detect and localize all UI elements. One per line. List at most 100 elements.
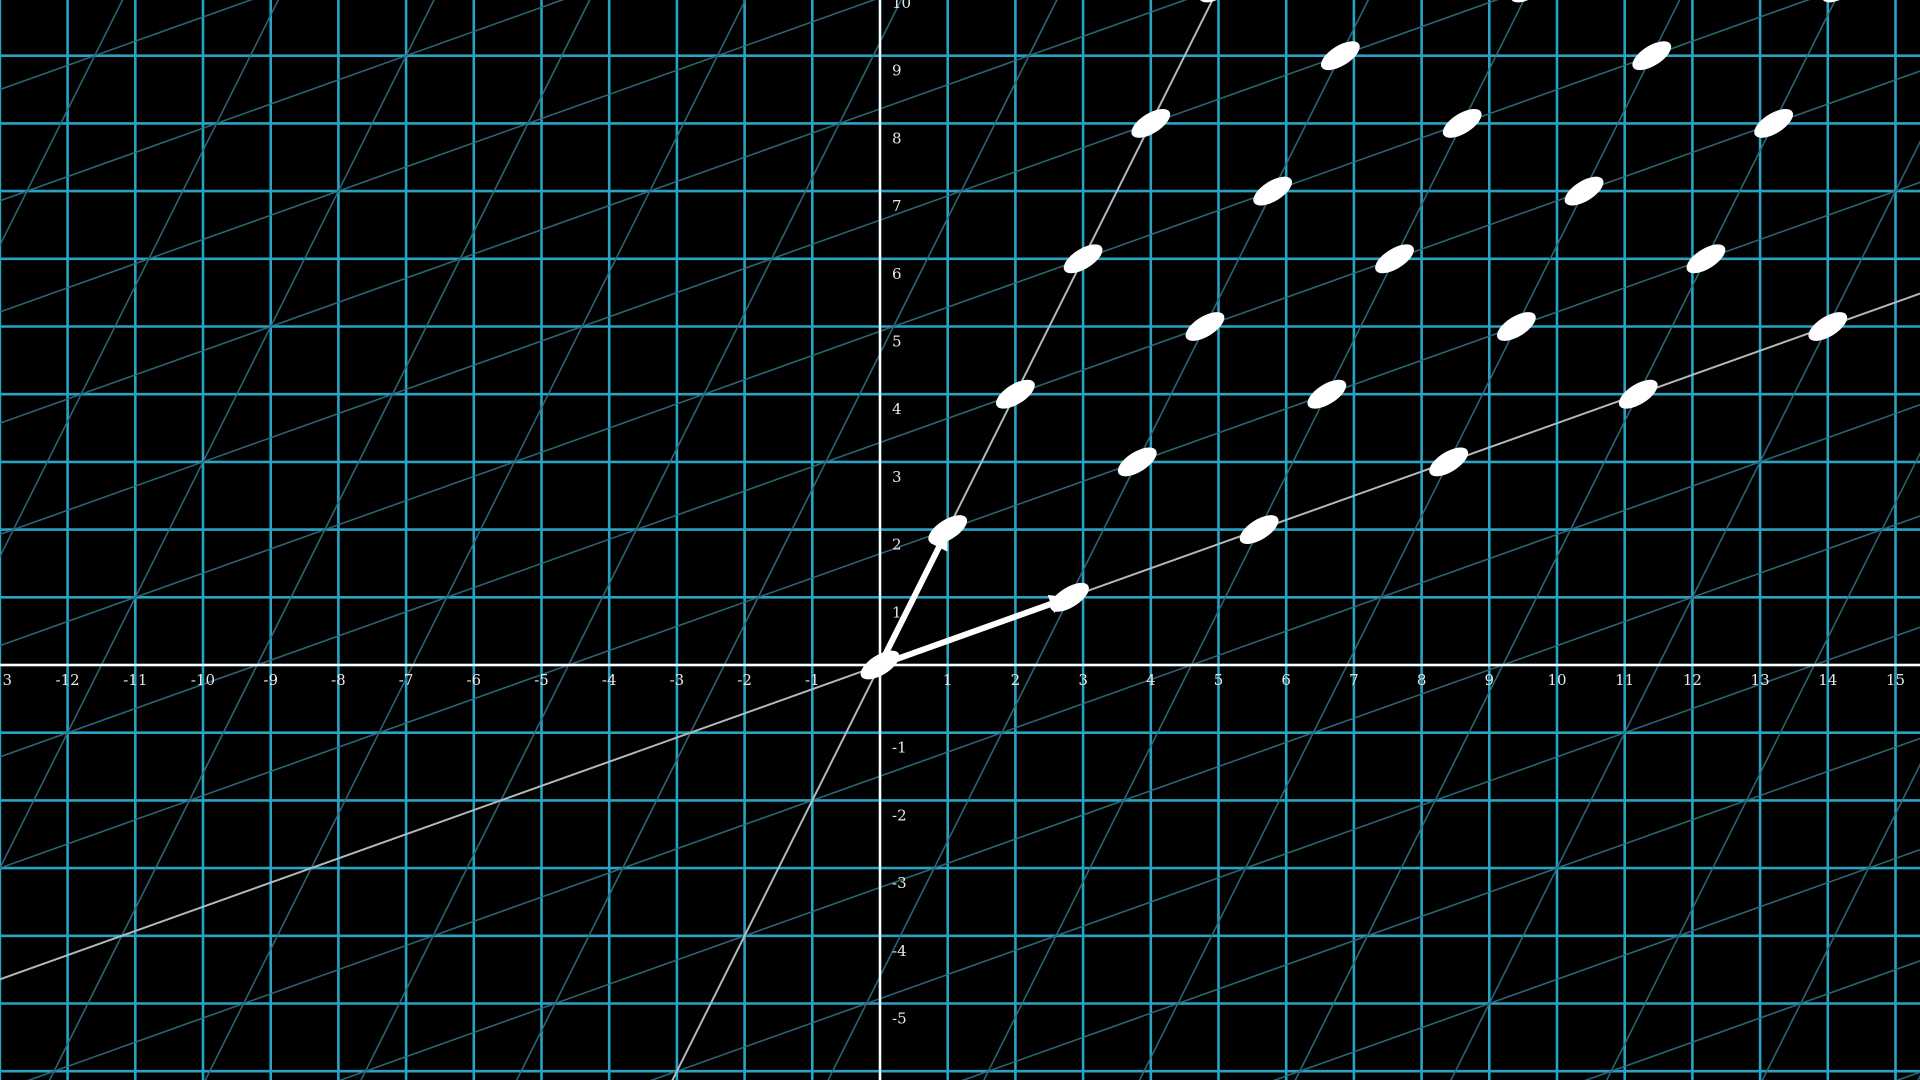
x-tick-label: 1 <box>943 671 953 689</box>
lattice-point <box>1442 108 1482 138</box>
y-tick-label: 3 <box>892 468 902 486</box>
y-tick-label: 4 <box>892 400 902 418</box>
lattice-point <box>1117 447 1157 477</box>
x-tick-label: -11 <box>123 671 147 689</box>
x-tick-label: 5 <box>1214 671 1224 689</box>
y-tick-label: 6 <box>892 265 902 283</box>
y-tick-label: 9 <box>892 62 902 80</box>
tick-labels: -13-12-11-10-9-8-7-6-5-4-3-2-11234567891… <box>0 0 1905 1028</box>
x-tick-label: 14 <box>1818 671 1837 689</box>
basis-vectors <box>877 529 1070 668</box>
x-tick-label: -2 <box>737 671 752 689</box>
lattice-point <box>1131 108 1171 138</box>
y-tick-label: -2 <box>892 806 907 824</box>
basis-vector-v2-shaft <box>877 538 945 668</box>
y-tick-label: 1 <box>892 603 902 621</box>
x-tick-label: 13 <box>1751 671 1770 689</box>
lattice-point <box>996 379 1035 409</box>
x-tick-label: 6 <box>1281 671 1291 689</box>
x-tick-label: -13 <box>0 671 12 689</box>
x-tick-label: -1 <box>805 671 820 689</box>
lattice-points <box>860 0 1861 680</box>
x-tick-label: 2 <box>1011 671 1021 689</box>
lattice-point <box>1564 176 1604 206</box>
x-tick-label: 8 <box>1417 671 1427 689</box>
y-tick-label: 10 <box>892 0 911 12</box>
x-tick-label: 3 <box>1078 671 1088 689</box>
lattice-point <box>1429 447 1469 477</box>
y-tick-label: 2 <box>892 536 902 554</box>
x-tick-label: 9 <box>1485 671 1495 689</box>
y-tick-label: -1 <box>892 739 907 757</box>
lattice-point <box>1375 244 1414 274</box>
basis-vector-v2-arrowhead <box>930 529 948 552</box>
y-tick-label: 7 <box>892 197 902 215</box>
x-tick-label: -4 <box>602 671 617 689</box>
lattice-point <box>1253 176 1293 206</box>
lattice-point <box>1185 312 1225 341</box>
x-tick-label: -6 <box>466 671 481 689</box>
y-tick-label: 5 <box>892 333 902 351</box>
lattice-point <box>1320 41 1360 71</box>
lattice-point <box>1754 108 1794 138</box>
lattice-point <box>1618 379 1658 409</box>
lattice-point <box>1239 515 1279 545</box>
y-tick-label: -5 <box>892 1010 907 1028</box>
lattice-point <box>1821 0 1861 3</box>
lattice-point <box>1510 0 1550 3</box>
y-tick-label: -4 <box>892 942 907 960</box>
y-tick-label: -3 <box>892 874 907 892</box>
x-tick-label: -5 <box>534 671 549 689</box>
x-tick-label: 7 <box>1349 671 1359 689</box>
x-tick-label: 11 <box>1615 671 1634 689</box>
x-tick-label: 10 <box>1547 671 1566 689</box>
lattice-point <box>1808 312 1848 341</box>
lattice-point <box>1686 244 1726 274</box>
lattice-point <box>1632 41 1672 71</box>
x-tick-label: 12 <box>1683 671 1702 689</box>
